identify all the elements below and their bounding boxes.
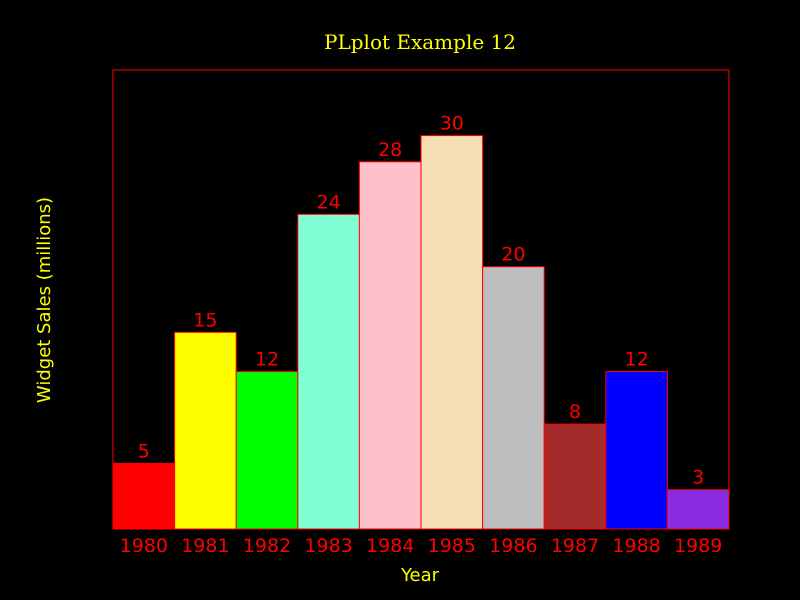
bar-1986 [482,266,545,530]
x-tick-label-1986: 1986 [489,535,537,557]
x-tick-label-1988: 1988 [612,535,660,557]
data-label-1989: 3 [692,467,704,489]
data-label-1982: 12 [255,349,279,371]
bar-1983 [297,213,360,530]
x-tick-label-1985: 1985 [428,535,476,557]
data-label-1986: 20 [501,244,525,266]
bar-1989 [666,489,730,530]
chart-title: PLplot Example 12 [324,30,516,54]
data-label-1983: 24 [317,191,341,213]
bar-1984 [358,161,422,530]
x-tick-label-1980: 1980 [120,535,168,557]
x-tick-label-1987: 1987 [551,535,599,557]
data-label-1987: 8 [569,401,581,423]
bar-1981 [174,331,237,530]
bar-1988 [605,371,668,530]
bar-1987 [543,423,607,530]
x-tick-labels: 1980 1981 1982 1983 1984 1985 1986 1987 1988 1989 [120,535,723,557]
x-axis-label: Year [400,565,440,586]
data-label-1988: 12 [625,349,649,371]
bar-1980 [112,462,176,530]
bar-1985 [420,135,484,530]
data-label-1985: 30 [440,113,464,135]
bar-1982 [235,371,299,530]
data-label-1980: 5 [138,440,150,462]
bars-layer [112,135,730,530]
x-tick-label-1989: 1989 [674,535,722,557]
x-tick-label-1984: 1984 [366,535,414,557]
x-tick-label-1982: 1982 [243,535,291,557]
data-label-1984: 28 [378,139,402,161]
y-axis-label: Widget Sales (millions) [34,197,55,403]
data-label-1981: 15 [193,309,217,331]
x-tick-label-1983: 1983 [304,535,352,557]
data-labels-layer: 5 15 12 24 28 30 20 8 12 3 [138,113,704,489]
x-tick-label-1981: 1981 [181,535,229,557]
